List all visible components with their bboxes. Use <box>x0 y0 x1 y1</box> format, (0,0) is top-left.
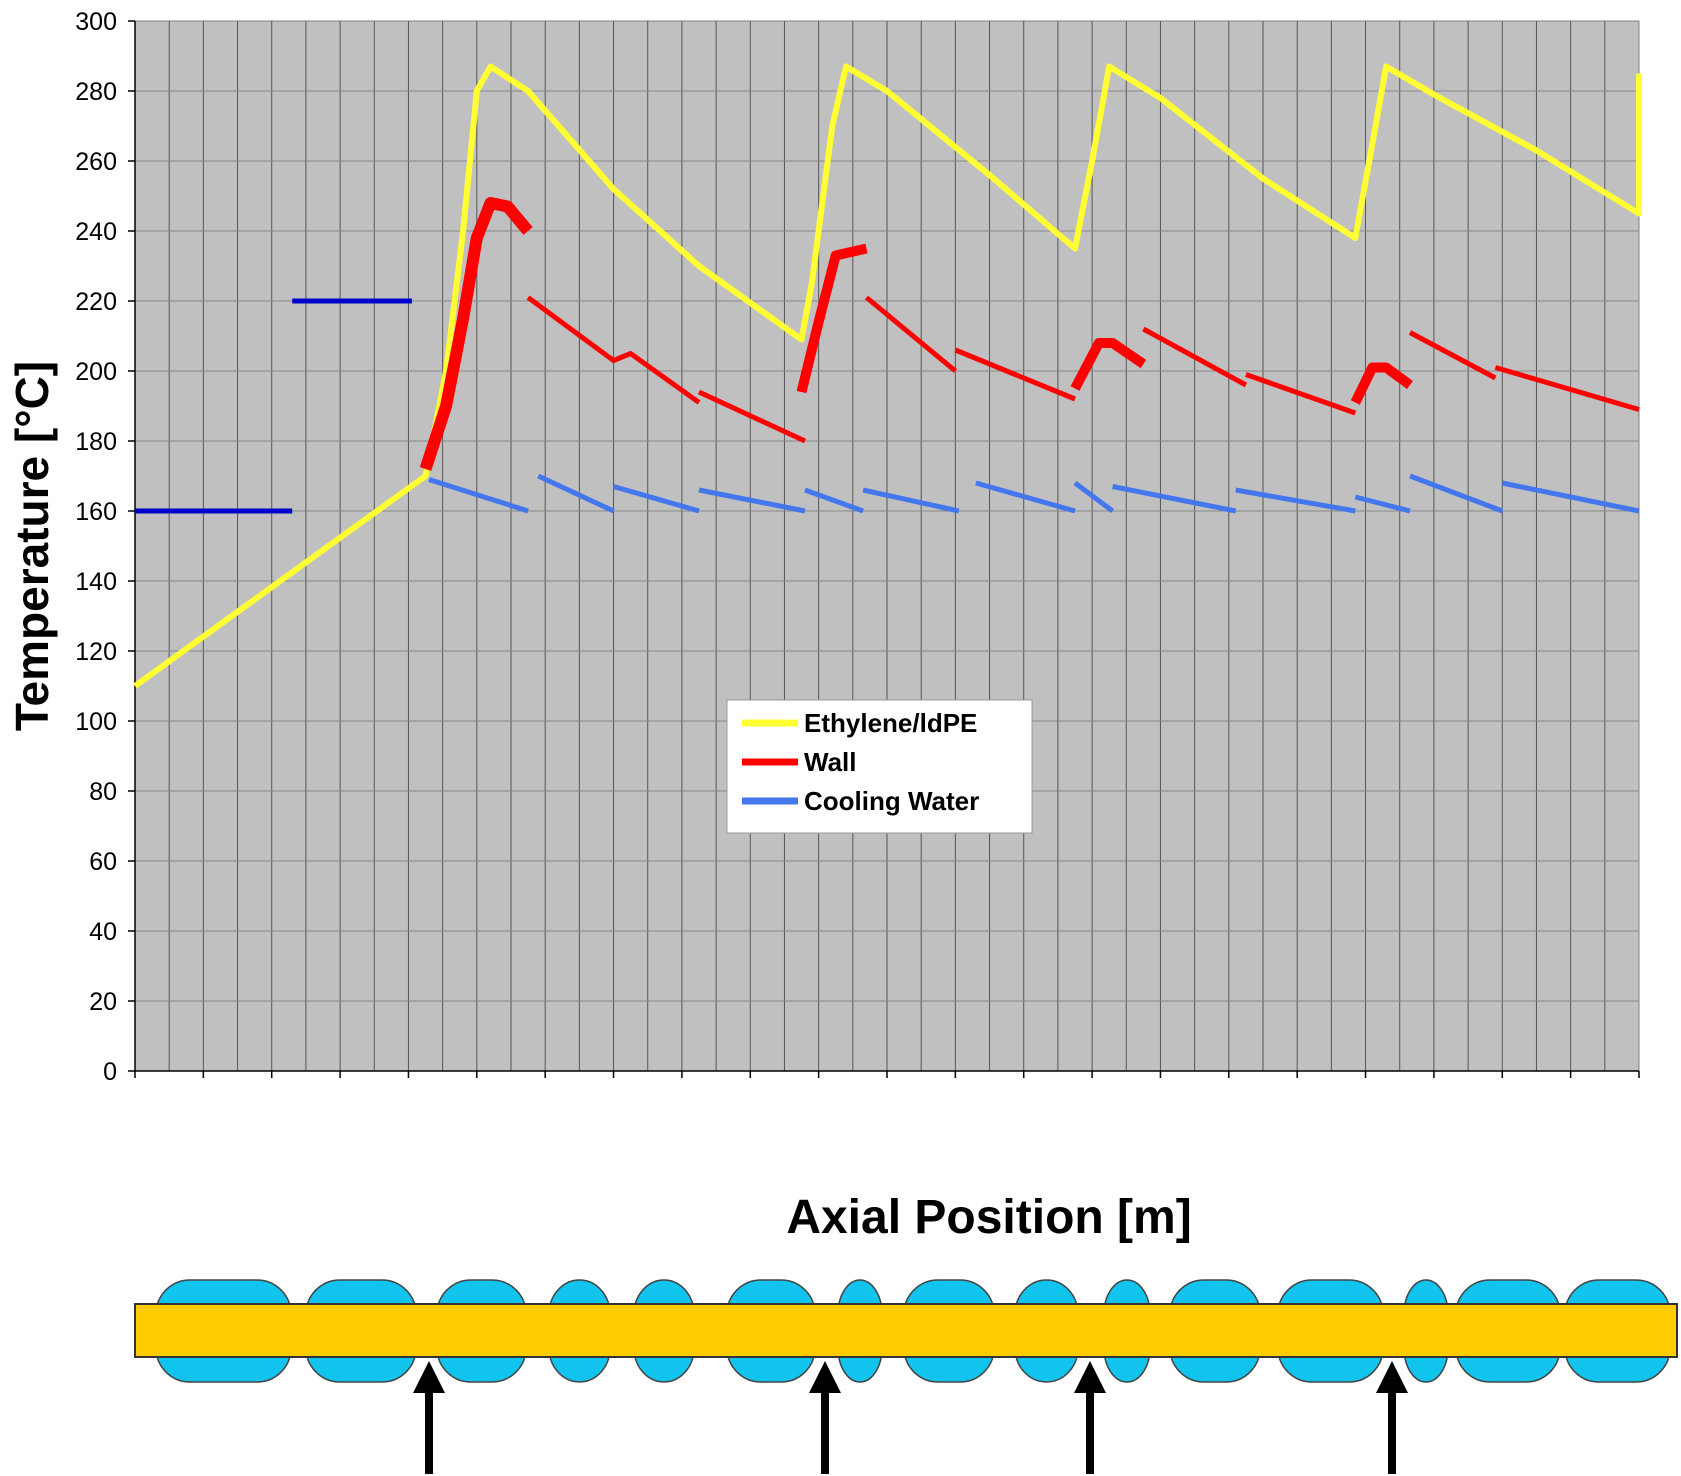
injection-arrow-head <box>1376 1361 1408 1393</box>
y-tick-label: 40 <box>89 918 117 946</box>
y-tick-label: 160 <box>75 498 117 526</box>
y-axis-title: Temperature [°C] <box>6 361 58 731</box>
cooling-water-segment <box>1409 473 1504 514</box>
cooling-water-segment <box>428 477 529 514</box>
legend-label-ethylene: Ethylene/ldPE <box>804 708 977 738</box>
reactor-diagram <box>134 1279 1678 1474</box>
wall-segment <box>419 197 533 471</box>
y-tick-label: 280 <box>75 78 117 106</box>
wall-segment <box>697 389 807 444</box>
cooling-water-segment <box>1073 480 1115 514</box>
ethylene-line <box>133 63 1642 689</box>
x-axis <box>134 1070 1640 1078</box>
wall-segment <box>1070 338 1147 391</box>
y-tick-label: 220 <box>75 288 117 316</box>
cooling-water-segment <box>1235 487 1356 514</box>
wall-segment <box>1494 365 1640 412</box>
wall-segment <box>796 243 868 394</box>
y-tick-label: 100 <box>75 708 117 736</box>
wall-segment <box>1350 362 1413 405</box>
y-tick-label: 20 <box>89 988 117 1016</box>
grid-lines <box>135 21 1639 1071</box>
y-tick-label: 60 <box>89 848 117 876</box>
y-tick-label: 200 <box>75 358 117 386</box>
wall-segment <box>864 295 957 373</box>
y-tick-label: 0 <box>103 1058 117 1086</box>
injection-arrow-head <box>413 1361 445 1393</box>
y-tick-label: 240 <box>75 218 117 246</box>
y-tick-label: 80 <box>89 778 117 806</box>
cooling-water-segment <box>804 487 864 514</box>
series-layer <box>133 63 1642 689</box>
injection-arrows <box>413 1361 1408 1474</box>
injection-arrow-head <box>1074 1361 1106 1393</box>
y-tick-label: 180 <box>75 428 117 456</box>
reactor-tube <box>134 1303 1678 1358</box>
cooling-water-segment <box>698 487 806 514</box>
wall-segment <box>1142 326 1248 388</box>
wall-segment <box>1245 372 1357 416</box>
legend: Ethylene/ldPE Wall Cooling Water <box>726 699 1033 834</box>
x-axis-title: Axial Position [m] <box>786 1191 1191 1244</box>
cooling-water-segment <box>975 480 1076 514</box>
y-axis: 0 20 40 60 80 100 120 140 160 180 200 220 240 260 280 3… <box>75 8 136 1086</box>
cooling-water-segment <box>1354 494 1411 514</box>
cooling-water-segment <box>1501 480 1640 514</box>
wall-segment <box>954 347 1076 402</box>
wall-segment <box>1408 330 1497 381</box>
y-tick-label: 300 <box>75 8 117 36</box>
wall-segment <box>526 295 701 405</box>
cooling-water-segment <box>537 473 615 514</box>
y-tick-label: 260 <box>75 148 117 176</box>
legend-label-wall: Wall <box>804 747 856 777</box>
injection-arrow-head <box>809 1361 841 1393</box>
legend-label-cooling-water: Cooling Water <box>804 786 979 816</box>
y-tick-label: 140 <box>75 568 117 596</box>
cooling-water-segment <box>612 484 700 514</box>
y-tick-label: 120 <box>75 638 117 666</box>
cooling-water-segment <box>1112 484 1237 514</box>
cooling-water-segment <box>862 487 960 514</box>
